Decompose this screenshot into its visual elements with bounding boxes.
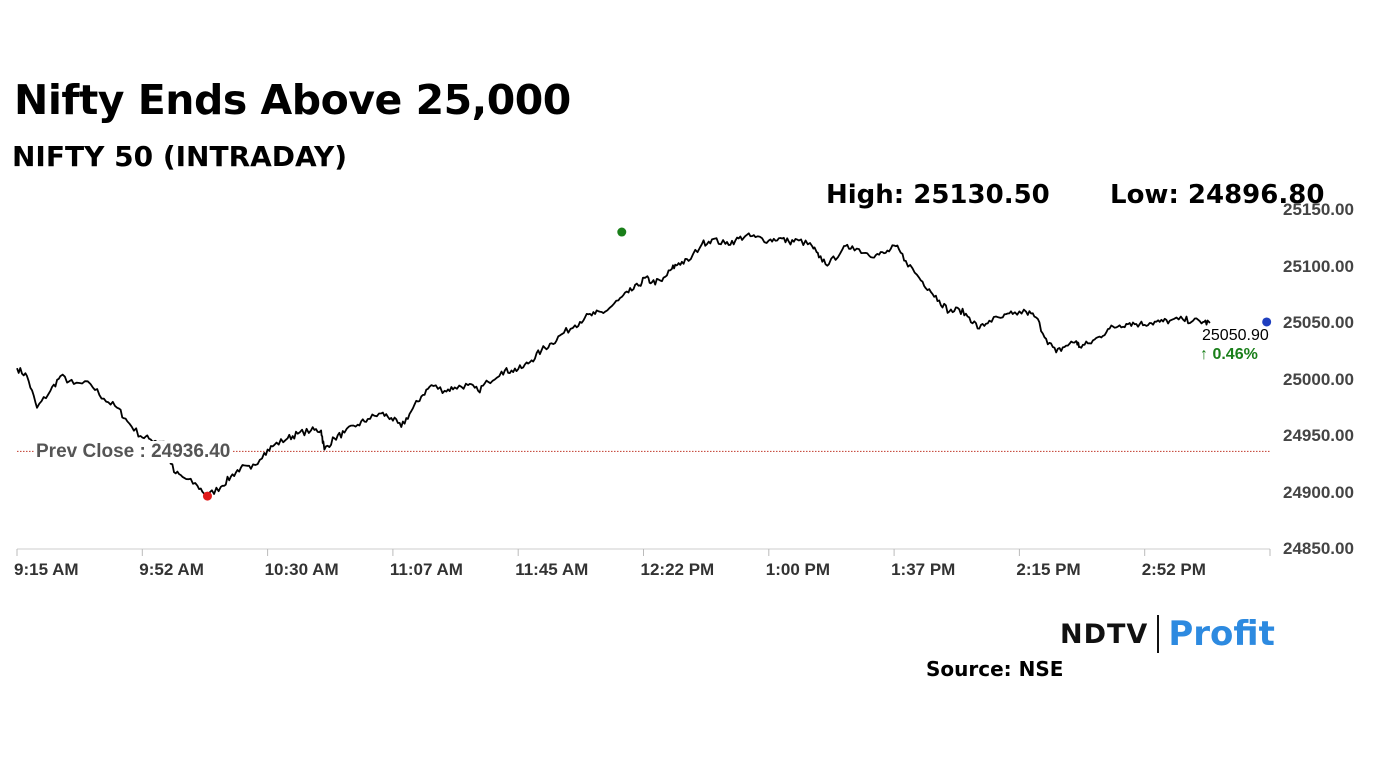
y-tick-label: 24900.00 xyxy=(1283,482,1354,502)
logo-profit-text: Profit xyxy=(1168,614,1275,654)
logo-divider xyxy=(1157,615,1160,653)
y-tick-label: 24850.00 xyxy=(1283,539,1354,558)
nifty-price-line xyxy=(16,232,1211,497)
x-tick-label: 2:52 PM xyxy=(1141,560,1206,579)
y-tick-label: 25000.00 xyxy=(1283,369,1354,389)
logo-ndtv-text: NDTV xyxy=(1060,618,1149,650)
y-tick-label: 25050.00 xyxy=(1283,313,1354,332)
x-tick-label: 10:30 AM xyxy=(264,560,339,579)
chart-title: Nifty Ends Above 25,000 xyxy=(14,76,571,124)
x-tick-label: 1:37 PM xyxy=(891,560,956,579)
low-marker xyxy=(202,491,212,501)
last-value-label: 25050.90 xyxy=(1202,327,1269,344)
source-note: Source: NSE xyxy=(926,657,1064,681)
chart-subtitle: NIFTY 50 (INTRADAY) xyxy=(12,140,348,173)
x-tick-label: 12:22 PM xyxy=(640,560,715,579)
change-percent-label: ↑ 0.46% xyxy=(1200,346,1258,363)
x-tick-label: 11:45 AM xyxy=(515,560,589,579)
y-tick-label: 25100.00 xyxy=(1283,256,1354,276)
x-tick-label: 11:07 AM xyxy=(389,560,463,579)
x-tick-label: 9:52 AM xyxy=(139,560,204,579)
high-marker xyxy=(617,227,627,237)
prev-close-label: Prev Close : 24936.40 xyxy=(34,441,233,463)
x-tick-label: 9:15 AM xyxy=(14,560,79,579)
y-tick-label: 25150.00 xyxy=(1283,200,1354,219)
high-stat: High: 25130.50 xyxy=(826,180,1050,210)
y-tick-label: 24950.00 xyxy=(1283,426,1354,445)
x-tick-label: 1:00 PM xyxy=(765,560,831,579)
last-marker xyxy=(1262,317,1272,327)
x-tick-label: 2:15 PM xyxy=(1016,560,1081,579)
low-stat: Low: 24896.80 xyxy=(1110,180,1325,210)
ndtv-profit-logo: NDTV Profit xyxy=(1060,612,1275,656)
